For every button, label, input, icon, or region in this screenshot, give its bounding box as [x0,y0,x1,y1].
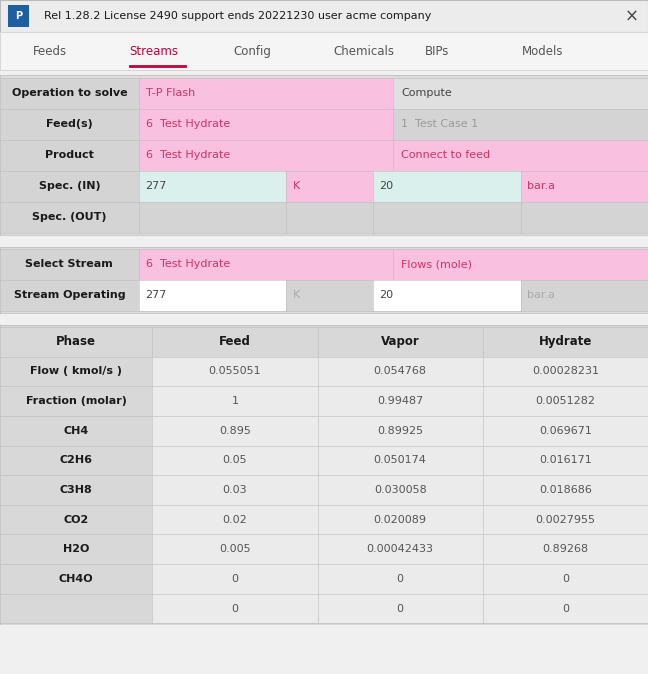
Text: Compute: Compute [401,88,452,98]
Text: Spec. (IN): Spec. (IN) [38,181,100,191]
Text: 0: 0 [231,574,238,584]
Text: 0.005: 0.005 [219,545,251,554]
Text: Feeds: Feeds [32,44,67,58]
Text: Fraction (molar): Fraction (molar) [26,396,126,406]
Text: 0.00042433: 0.00042433 [367,545,434,554]
Text: Streams: Streams [130,44,179,58]
Text: 20: 20 [380,181,393,191]
Text: bar.a: bar.a [527,290,555,300]
Text: K: K [293,181,300,191]
Text: 0: 0 [562,574,569,584]
Text: 0.050174: 0.050174 [374,456,426,465]
Text: 0.00028231: 0.00028231 [532,367,599,376]
Text: 0.03: 0.03 [222,485,248,495]
Text: T-P Flash: T-P Flash [146,88,196,98]
Text: 0.018686: 0.018686 [539,485,592,495]
Text: 0.05: 0.05 [222,456,248,465]
Text: 1  Test Case 1: 1 Test Case 1 [401,119,478,129]
Text: 277: 277 [145,181,167,191]
Text: 0.020089: 0.020089 [374,515,426,524]
Text: CO2: CO2 [64,515,89,524]
Text: 0.02: 0.02 [222,515,248,524]
Text: Connect to feed: Connect to feed [401,150,491,160]
Text: Feed: Feed [219,335,251,348]
Text: 6  Test Hydrate: 6 Test Hydrate [146,150,231,160]
Text: Models: Models [522,44,563,58]
Text: 0.055051: 0.055051 [209,367,261,376]
Text: 0.030058: 0.030058 [374,485,426,495]
Text: 20: 20 [380,290,393,300]
Text: Stream Operating: Stream Operating [14,290,125,300]
Text: 0.0027955: 0.0027955 [535,515,596,524]
Text: Flow ( kmol/s ): Flow ( kmol/s ) [30,367,122,376]
Text: 0: 0 [562,604,569,613]
Text: bar.a: bar.a [527,181,555,191]
Text: 0.89925: 0.89925 [377,426,423,435]
Text: P: P [15,11,22,21]
Text: Config: Config [233,44,271,58]
Text: Vapor: Vapor [381,335,419,348]
Text: 0.016171: 0.016171 [539,456,592,465]
Text: Flows (mole): Flows (mole) [401,259,472,269]
Text: 0: 0 [231,604,238,613]
Text: 0.069671: 0.069671 [539,426,592,435]
Text: 0.89268: 0.89268 [542,545,588,554]
Text: CH4: CH4 [64,426,89,435]
Text: ×: × [625,7,639,25]
Text: 0.0051282: 0.0051282 [535,396,596,406]
Text: 1: 1 [231,396,238,406]
Text: C3H8: C3H8 [60,485,93,495]
Text: Select Stream: Select Stream [25,259,113,269]
Text: Spec. (OUT): Spec. (OUT) [32,212,106,222]
Text: BIPs: BIPs [424,44,449,58]
Text: 6  Test Hydrate: 6 Test Hydrate [146,119,231,129]
Text: Hydrate: Hydrate [538,335,592,348]
Text: Feed(s): Feed(s) [46,119,93,129]
Text: C2H6: C2H6 [60,456,93,465]
Text: CH4O: CH4O [59,574,93,584]
Text: Operation to solve: Operation to solve [12,88,127,98]
Text: 0: 0 [397,604,404,613]
Text: Rel 1.28.2 License 2490 support ends 20221230 user acme company: Rel 1.28.2 License 2490 support ends 202… [44,11,432,21]
Text: K: K [293,290,300,300]
Text: 0.99487: 0.99487 [377,396,423,406]
Text: Chemicals: Chemicals [334,44,395,58]
Text: 0.054768: 0.054768 [374,367,426,376]
Text: Phase: Phase [56,335,96,348]
Text: Product: Product [45,150,94,160]
Text: 6  Test Hydrate: 6 Test Hydrate [146,259,231,269]
Text: H2O: H2O [63,545,89,554]
Text: 277: 277 [145,290,167,300]
Text: 0.895: 0.895 [219,426,251,435]
Text: 0: 0 [397,574,404,584]
